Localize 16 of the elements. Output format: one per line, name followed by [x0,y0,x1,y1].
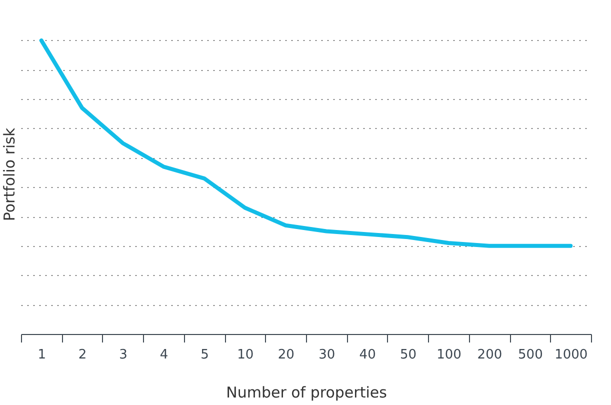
x-tick-label: 2 [78,348,87,362]
y-axis-title: Portfolio risk [0,128,18,222]
x-tick-label: 500 [518,348,543,362]
x-tick-label: 10 [237,348,254,362]
x-tick-label: 50 [400,348,417,362]
x-tick-label: 200 [477,348,502,362]
x-axis-title: Number of properties [226,384,388,402]
x-tick-label: 1 [38,348,46,362]
x-tick-label: 3 [119,348,128,362]
x-tick-label: 1000 [554,348,588,362]
x-tick-label: 5 [200,348,209,362]
x-tick-label: 4 [160,348,168,362]
x-tick-label: 30 [318,348,336,362]
x-tick-label: 20 [278,348,294,362]
x-tick-label: 100 [436,348,462,362]
x-tick-label: 40 [359,348,376,362]
